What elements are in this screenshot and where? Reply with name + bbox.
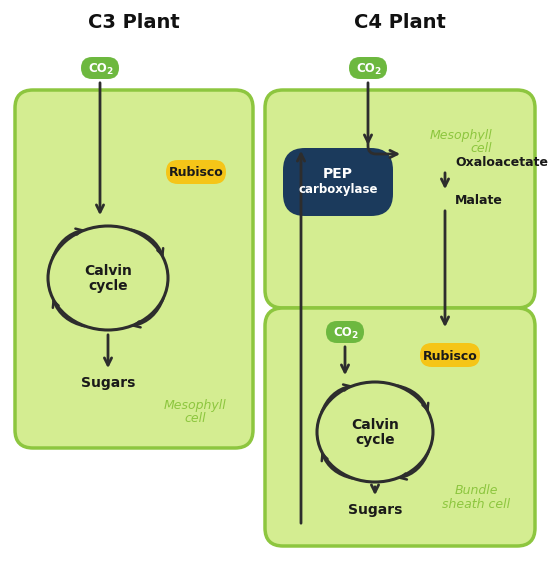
Text: 2: 2 [351, 332, 357, 341]
FancyBboxPatch shape [420, 343, 480, 367]
FancyBboxPatch shape [166, 160, 226, 184]
Text: Malate: Malate [455, 193, 503, 206]
FancyBboxPatch shape [349, 57, 387, 79]
Text: carboxylase: carboxylase [298, 184, 378, 197]
Text: 2: 2 [106, 67, 112, 76]
Text: cycle: cycle [355, 433, 395, 447]
Text: Mesophyll: Mesophyll [164, 398, 226, 411]
Text: Mesophyll: Mesophyll [429, 129, 492, 142]
Text: Calvin: Calvin [351, 418, 399, 432]
Text: CO: CO [88, 62, 108, 75]
Text: Rubisco: Rubisco [423, 350, 478, 362]
Text: CO: CO [334, 327, 352, 339]
Text: Bundle: Bundle [454, 483, 498, 496]
Text: sheath cell: sheath cell [442, 497, 510, 510]
Text: C3 Plant: C3 Plant [88, 12, 180, 31]
Text: cell: cell [184, 413, 206, 425]
Text: cell: cell [470, 143, 492, 156]
Text: Oxaloacetate: Oxaloacetate [455, 156, 548, 169]
Text: Rubisco: Rubisco [169, 166, 223, 179]
FancyBboxPatch shape [283, 148, 393, 216]
Text: 2: 2 [374, 67, 380, 76]
FancyBboxPatch shape [81, 57, 119, 79]
Text: CO: CO [357, 62, 376, 75]
Text: Sugars: Sugars [81, 376, 135, 390]
FancyBboxPatch shape [326, 321, 364, 343]
FancyBboxPatch shape [265, 90, 535, 308]
Text: cycle: cycle [88, 279, 128, 293]
Text: Calvin: Calvin [84, 264, 132, 278]
FancyBboxPatch shape [265, 308, 535, 546]
Text: Sugars: Sugars [348, 503, 402, 517]
FancyBboxPatch shape [15, 90, 253, 448]
Text: PEP: PEP [323, 167, 353, 181]
Text: C4 Plant: C4 Plant [354, 12, 446, 31]
